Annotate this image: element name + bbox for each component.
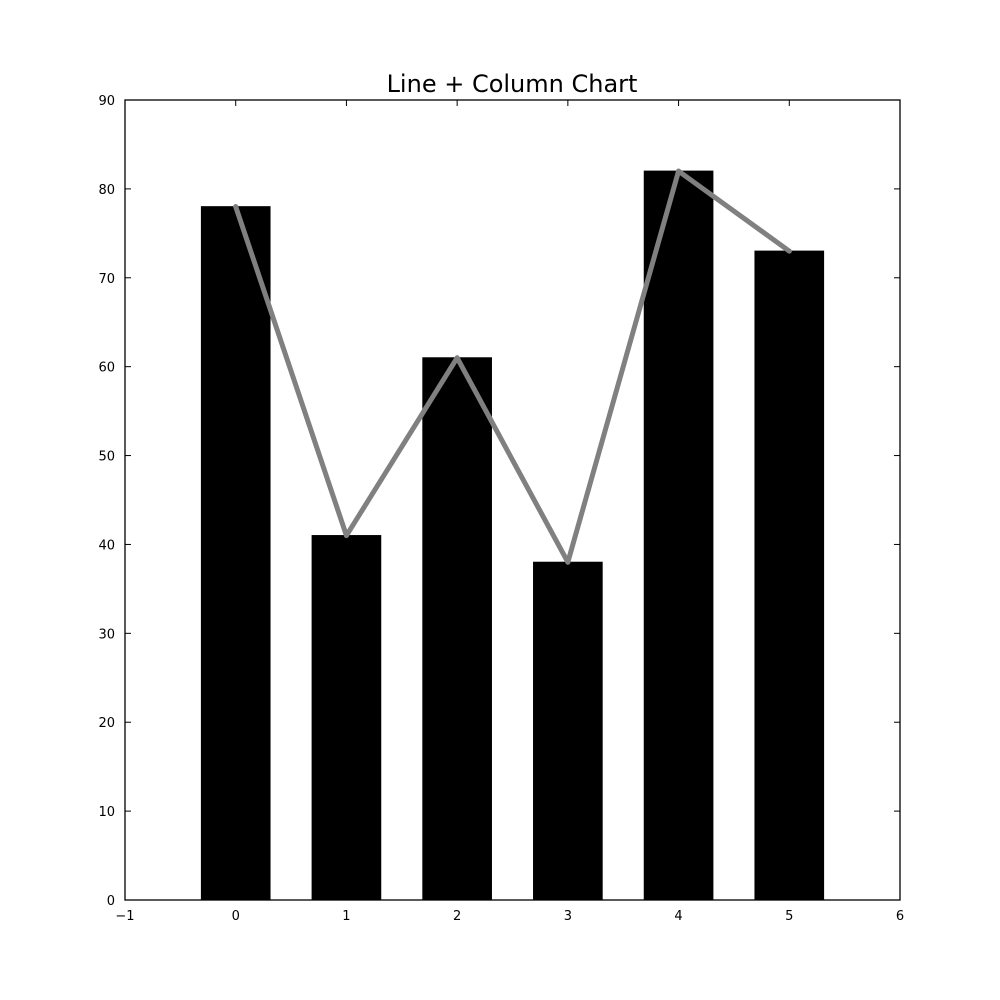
y-tick-label: 70 [98, 272, 115, 287]
x-tick-label: 3 [564, 909, 572, 924]
bar-3 [533, 561, 603, 901]
line-point-3 [565, 559, 571, 565]
line-path [233, 168, 792, 565]
y-axis: 0 10 20 30 40 50 60 70 80 90 [98, 94, 900, 909]
plot-frame [124, 99, 901, 901]
x-tick-label: 6 [896, 909, 904, 924]
x-axis: −1 0 1 2 3 4 5 6 [115, 100, 904, 924]
line-point-1 [343, 533, 349, 539]
x-tick-label: 4 [674, 909, 682, 924]
line-point-5 [786, 248, 792, 254]
x-tick-label: 5 [785, 909, 793, 924]
bar-5 [754, 250, 825, 901]
bar-1 [311, 535, 382, 901]
bar-0 [200, 206, 271, 901]
y-tick-label: 40 [98, 538, 115, 553]
bar-2 [422, 357, 492, 901]
y-tick-label: 60 [98, 361, 115, 376]
line-point-4 [676, 168, 682, 174]
bar-series [200, 170, 825, 901]
line-series [233, 168, 792, 565]
y-tick-label: 90 [98, 94, 115, 109]
x-tick-label: 2 [453, 909, 461, 924]
bar-4 [643, 170, 714, 901]
x-tick-label: −1 [115, 909, 134, 924]
x-tick-label: 1 [342, 909, 350, 924]
line-point-0 [233, 204, 239, 210]
y-tick-label: 10 [98, 805, 115, 820]
line-point-2 [454, 355, 460, 361]
y-tick-label: 80 [98, 183, 115, 198]
y-tick-label: 30 [98, 627, 115, 642]
y-tick-label: 50 [98, 450, 115, 465]
chart-title: Line + Column Chart [387, 70, 638, 98]
x-tick-label: 0 [232, 909, 240, 924]
y-tick-label: 20 [98, 716, 115, 731]
y-tick-label: 0 [107, 894, 115, 909]
